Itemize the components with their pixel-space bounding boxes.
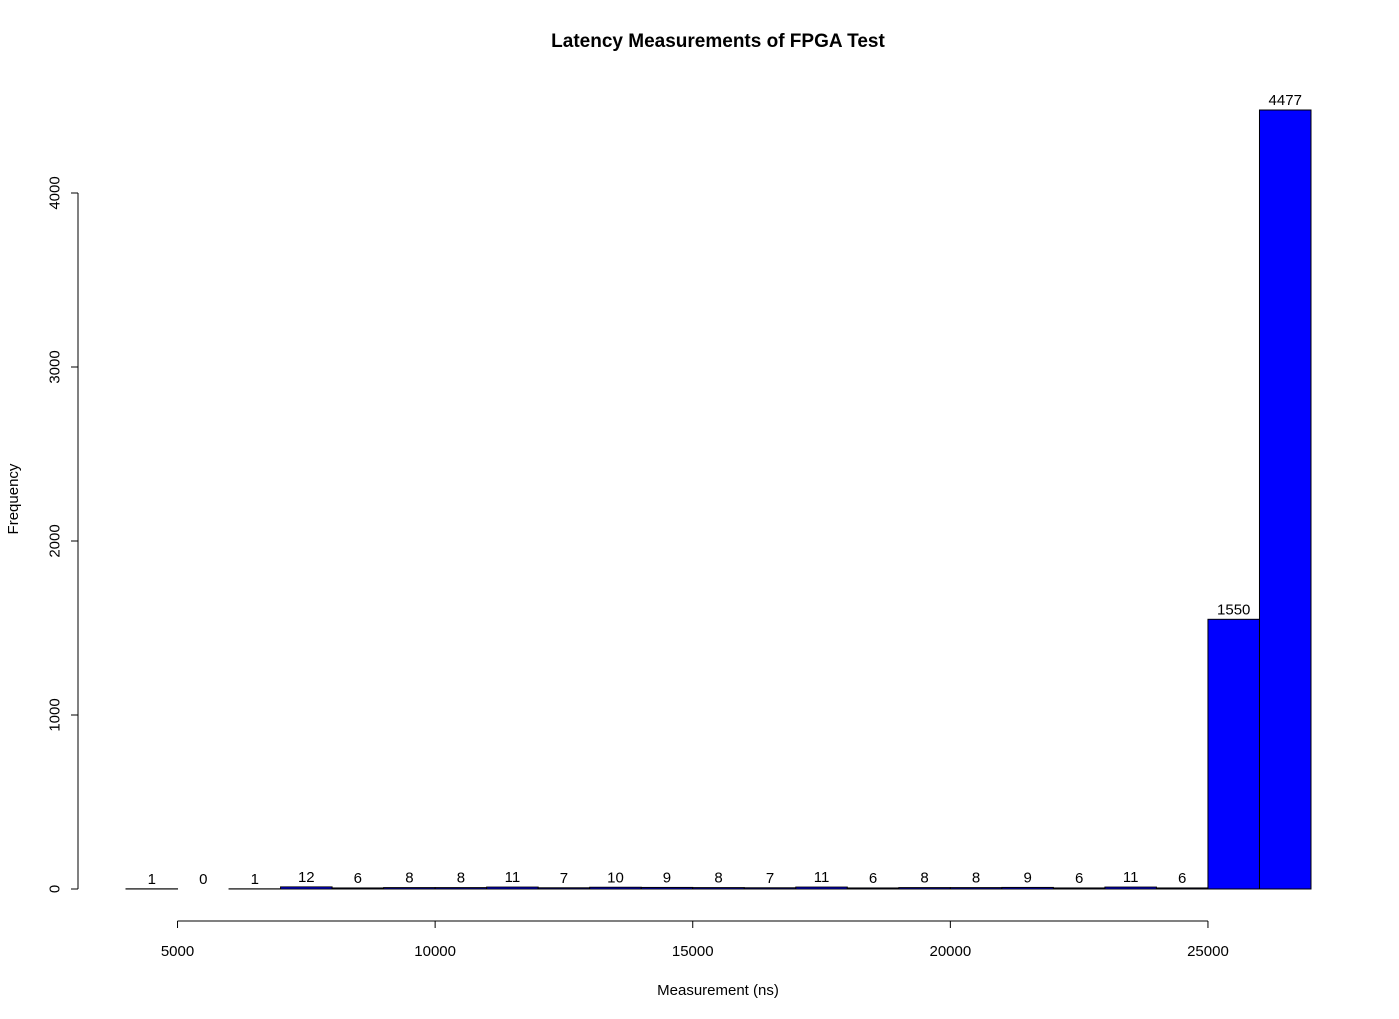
x-tick-label: 25000 (1187, 943, 1229, 960)
histogram-bar (1001, 886, 1054, 890)
x-axis-label: Measurement (ns) (657, 982, 779, 999)
bar-data-label: 6 (1178, 870, 1186, 887)
histogram-bar (1258, 109, 1312, 890)
histogram-bar (280, 886, 333, 890)
x-tick-label: 5000 (161, 943, 194, 960)
bars-group (125, 109, 1312, 890)
y-axis-label: Frequency (5, 463, 22, 534)
bar-data-label: 6 (1075, 870, 1083, 887)
bar-data-label: 9 (663, 869, 671, 886)
histogram-bar (537, 887, 591, 890)
histogram-bar (589, 886, 642, 890)
y-axis: 0 1000 2000 3000 4000 (47, 176, 79, 893)
bar-data-label: 12 (298, 869, 315, 886)
y-tick-label: 0 (47, 885, 64, 893)
x-axis: 5000 10000 15000 20000 25000 (161, 920, 1229, 960)
x-tick-label: 10000 (414, 943, 456, 960)
histogram-bar (898, 887, 951, 890)
bar-data-label: 8 (457, 870, 465, 887)
histogram-bar (1155, 887, 1209, 890)
histogram-bar (743, 887, 797, 890)
bar-data-label: 8 (920, 870, 928, 887)
x-tick-label: 15000 (672, 943, 714, 960)
bar-data-label: 8 (714, 870, 722, 887)
y-tick-label: 4000 (47, 176, 64, 209)
histogram-bar (795, 886, 848, 890)
bar-data-label: 9 (1023, 869, 1031, 886)
histogram-bar (949, 887, 1003, 890)
y-tick-label: 1000 (47, 698, 64, 731)
x-tick-label: 20000 (929, 943, 971, 960)
y-tick-label: 2000 (47, 524, 64, 557)
histogram-bar (640, 886, 694, 890)
y-tick-label: 3000 (47, 350, 64, 383)
bar-data-label: 1 (251, 871, 259, 888)
bar-data-label: 7 (560, 870, 568, 887)
bar-data-label: 1550 (1217, 601, 1250, 618)
bar-data-label: 11 (505, 869, 521, 886)
bar-data-label: 4477 (1269, 92, 1302, 109)
histogram-bar (1052, 887, 1106, 890)
bar-data-label: 11 (814, 869, 830, 886)
histogram-bar (486, 886, 539, 890)
histogram-bar (331, 887, 385, 890)
histogram-bar (692, 887, 745, 890)
bar-data-label: 1 (148, 871, 156, 888)
bar-data-label: 8 (405, 870, 413, 887)
chart-title: Latency Measurements of FPGA Test (551, 31, 885, 52)
bar-data-label: 0 (199, 871, 207, 888)
bar-data-label: 8 (972, 870, 980, 887)
bar-data-label: 10 (607, 869, 624, 886)
bar-data-label: 11 (1123, 869, 1139, 886)
histogram-bar (846, 887, 900, 890)
histogram-bar (1207, 618, 1260, 890)
histogram-bar (434, 887, 488, 890)
bar-data-label: 6 (869, 870, 877, 887)
histogram-bar (1104, 886, 1157, 890)
bar-data-label: 7 (766, 870, 774, 887)
histogram-bar (383, 887, 436, 890)
bar-data-label: 6 (354, 870, 362, 887)
